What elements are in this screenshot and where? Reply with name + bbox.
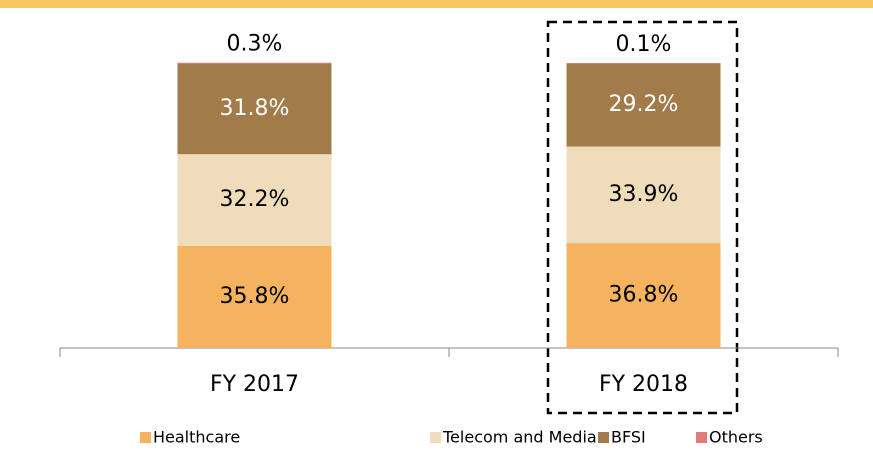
legend-swatch (140, 432, 151, 443)
data-label: 35.8% (220, 284, 290, 309)
bar-segment (177, 245, 332, 348)
data-label: 33.9% (609, 182, 679, 207)
data-label: 32.2% (220, 187, 290, 212)
bar-segment (177, 154, 332, 246)
highlight-box (546, 20, 739, 415)
data-label: 36.8% (609, 283, 679, 308)
legend-label: Others (709, 428, 763, 447)
legend-label: Healthcare (153, 428, 240, 447)
legend-label: BFSI (611, 428, 646, 447)
legend-swatch (598, 432, 609, 443)
legend-label: Telecom and Media (442, 428, 597, 447)
bar-segment (566, 243, 721, 348)
bar-segment (566, 146, 721, 244)
bar-segment (177, 62, 332, 64)
bar-segment (177, 63, 332, 155)
x-tick-label: FY 2018 (599, 372, 688, 397)
x-tick-label: FY 2017 (210, 372, 299, 397)
legend-swatch (696, 432, 707, 443)
data-label: 0.3% (227, 32, 283, 57)
legend-swatch (430, 432, 441, 443)
data-label: 31.8% (220, 96, 290, 121)
top-band (0, 0, 873, 8)
data-label: 29.2% (609, 92, 679, 117)
data-label: 0.1% (616, 32, 672, 57)
bar-segment (566, 63, 721, 147)
